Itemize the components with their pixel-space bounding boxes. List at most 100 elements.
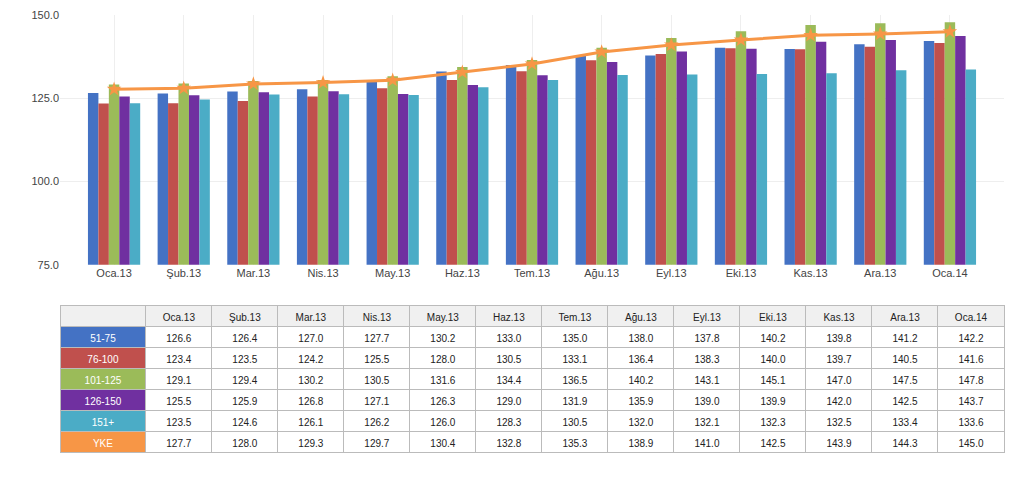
svg-text:135.0: 135.0 bbox=[562, 333, 587, 344]
svg-text:128.3: 128.3 bbox=[496, 417, 521, 428]
svg-text:135.9: 135.9 bbox=[628, 396, 653, 407]
svg-text:Eyl.13: Eyl.13 bbox=[656, 267, 687, 279]
svg-text:143.7: 143.7 bbox=[958, 396, 983, 407]
svg-text:133.6: 133.6 bbox=[958, 417, 983, 428]
svg-text:133.1: 133.1 bbox=[562, 354, 587, 365]
svg-text:147.8: 147.8 bbox=[958, 375, 983, 386]
svg-text:129.3: 129.3 bbox=[298, 438, 323, 449]
svg-text:129.1: 129.1 bbox=[166, 375, 191, 386]
svg-text:140.5: 140.5 bbox=[892, 354, 917, 365]
svg-text:130.2: 130.2 bbox=[298, 375, 323, 386]
svg-text:Oca.14: Oca.14 bbox=[955, 312, 988, 323]
svg-text:127.1: 127.1 bbox=[364, 396, 389, 407]
svg-text:132.8: 132.8 bbox=[496, 438, 521, 449]
svg-text:141.6: 141.6 bbox=[958, 354, 983, 365]
svg-text:129.0: 129.0 bbox=[496, 396, 521, 407]
svg-text:126-150: 126-150 bbox=[85, 396, 122, 407]
svg-text:Şub.13: Şub.13 bbox=[229, 312, 261, 323]
svg-text:123.4: 123.4 bbox=[166, 354, 191, 365]
svg-text:Nis.13: Nis.13 bbox=[307, 267, 338, 279]
svg-text:126.8: 126.8 bbox=[298, 396, 323, 407]
svg-text:136.4: 136.4 bbox=[628, 354, 653, 365]
svg-text:126.0: 126.0 bbox=[430, 417, 455, 428]
svg-text:132.3: 132.3 bbox=[760, 417, 785, 428]
svg-text:138.9: 138.9 bbox=[628, 438, 653, 449]
svg-text:142.5: 142.5 bbox=[760, 438, 785, 449]
svg-text:138.3: 138.3 bbox=[694, 354, 719, 365]
svg-text:Şub.13: Şub.13 bbox=[166, 267, 201, 279]
svg-text:130.5: 130.5 bbox=[562, 417, 587, 428]
svg-text:128.0: 128.0 bbox=[430, 354, 455, 365]
svg-text:142.2: 142.2 bbox=[958, 333, 983, 344]
svg-text:130.2: 130.2 bbox=[430, 333, 455, 344]
svg-text:124.2: 124.2 bbox=[298, 354, 323, 365]
svg-text:Tem.13: Tem.13 bbox=[559, 312, 592, 323]
svg-text:Kas.13: Kas.13 bbox=[793, 267, 827, 279]
svg-text:138.0: 138.0 bbox=[628, 333, 653, 344]
svg-text:131.6: 131.6 bbox=[430, 375, 455, 386]
svg-text:133.0: 133.0 bbox=[496, 333, 521, 344]
svg-text:127.7: 127.7 bbox=[364, 333, 389, 344]
svg-text:147.0: 147.0 bbox=[826, 375, 851, 386]
svg-text:Haz.13: Haz.13 bbox=[493, 312, 525, 323]
svg-text:126.6: 126.6 bbox=[166, 333, 191, 344]
svg-text:139.8: 139.8 bbox=[826, 333, 851, 344]
svg-text:137.8: 137.8 bbox=[694, 333, 719, 344]
svg-text:Oca.14: Oca.14 bbox=[932, 267, 967, 279]
svg-text:143.9: 143.9 bbox=[826, 438, 851, 449]
svg-text:Kas.13: Kas.13 bbox=[823, 312, 855, 323]
svg-text:140.2: 140.2 bbox=[760, 333, 785, 344]
svg-text:Ağu.13: Ağu.13 bbox=[625, 312, 657, 323]
svg-text:Ara.13: Ara.13 bbox=[890, 312, 920, 323]
svg-text:Ağu.13: Ağu.13 bbox=[584, 267, 619, 279]
svg-text:141.2: 141.2 bbox=[892, 333, 917, 344]
svg-text:145.0: 145.0 bbox=[958, 438, 983, 449]
svg-text:Nis.13: Nis.13 bbox=[363, 312, 392, 323]
svg-text:125.5: 125.5 bbox=[364, 354, 389, 365]
svg-text:76-100: 76-100 bbox=[87, 354, 119, 365]
svg-text:140.0: 140.0 bbox=[760, 354, 785, 365]
svg-text:Haz.13: Haz.13 bbox=[445, 267, 480, 279]
svg-text:132.1: 132.1 bbox=[694, 417, 719, 428]
svg-text:135.3: 135.3 bbox=[562, 438, 587, 449]
svg-text:YKE: YKE bbox=[93, 438, 113, 449]
svg-text:133.4: 133.4 bbox=[892, 417, 917, 428]
svg-text:51-75: 51-75 bbox=[90, 333, 116, 344]
svg-text:132.0: 132.0 bbox=[628, 417, 653, 428]
svg-text:Mar.13: Mar.13 bbox=[296, 312, 327, 323]
svg-text:132.5: 132.5 bbox=[826, 417, 851, 428]
svg-text:151+: 151+ bbox=[92, 417, 115, 428]
svg-text:127.0: 127.0 bbox=[298, 333, 323, 344]
svg-text:144.3: 144.3 bbox=[892, 438, 917, 449]
svg-text:129.7: 129.7 bbox=[364, 438, 389, 449]
svg-text:124.6: 124.6 bbox=[232, 417, 257, 428]
svg-text:125.5: 125.5 bbox=[166, 396, 191, 407]
svg-text:101-125: 101-125 bbox=[85, 375, 122, 386]
svg-text:139.0: 139.0 bbox=[694, 396, 719, 407]
svg-text:141.0: 141.0 bbox=[694, 438, 719, 449]
svg-text:136.5: 136.5 bbox=[562, 375, 587, 386]
svg-text:Eki.13: Eki.13 bbox=[726, 267, 757, 279]
svg-text:Mar.13: Mar.13 bbox=[237, 267, 271, 279]
svg-text:126.3: 126.3 bbox=[430, 396, 455, 407]
svg-text:126.2: 126.2 bbox=[364, 417, 389, 428]
svg-text:May.13: May.13 bbox=[375, 267, 410, 279]
svg-text:126.1: 126.1 bbox=[298, 417, 323, 428]
svg-text:139.7: 139.7 bbox=[826, 354, 851, 365]
svg-text:123.5: 123.5 bbox=[166, 417, 191, 428]
svg-text:134.4: 134.4 bbox=[496, 375, 521, 386]
svg-text:125.9: 125.9 bbox=[232, 396, 257, 407]
svg-text:130.5: 130.5 bbox=[364, 375, 389, 386]
svg-text:100.0: 100.0 bbox=[31, 175, 59, 187]
svg-text:129.4: 129.4 bbox=[232, 375, 257, 386]
svg-text:Eyl.13: Eyl.13 bbox=[693, 312, 721, 323]
svg-text:Ara.13: Ara.13 bbox=[864, 267, 896, 279]
svg-text:147.5: 147.5 bbox=[892, 375, 917, 386]
svg-text:142.5: 142.5 bbox=[892, 396, 917, 407]
svg-text:Eki.13: Eki.13 bbox=[759, 312, 787, 323]
svg-text:150.0: 150.0 bbox=[31, 9, 59, 21]
svg-text:145.1: 145.1 bbox=[760, 375, 785, 386]
svg-text:127.7: 127.7 bbox=[166, 438, 191, 449]
svg-text:126.4: 126.4 bbox=[232, 333, 257, 344]
svg-text:130.4: 130.4 bbox=[430, 438, 455, 449]
